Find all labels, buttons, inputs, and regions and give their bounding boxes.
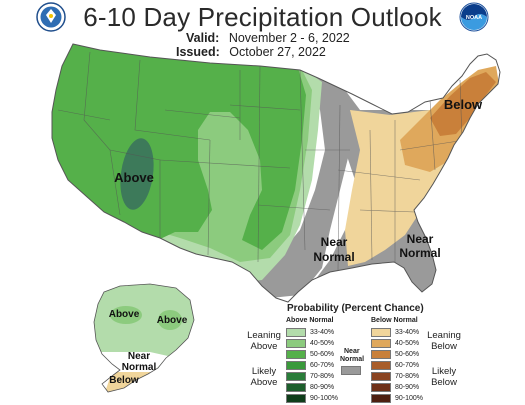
label-near-central-1: Near (321, 235, 348, 249)
issued-value: October 27, 2022 (229, 45, 326, 59)
label-near-southeast-2: Normal (399, 246, 440, 260)
label-near-southeast-1: Near (407, 232, 434, 246)
above-60-70-region (120, 138, 154, 210)
legend-swatch (371, 349, 391, 359)
noaa-logo-icon: NOAA (459, 2, 489, 32)
legend-title: Probability (Percent Chance) (287, 303, 424, 314)
legend-range-label: 90-100% (310, 394, 339, 402)
legend-row-above: 33-40% (286, 327, 334, 337)
legend-swatch (286, 360, 306, 370)
valid-line: Valid: November 2 - 6, 2022 (186, 31, 350, 45)
legend-near-header-1: Near (344, 348, 360, 355)
legend-range-label: 40-50% (310, 339, 335, 347)
legend-likely-above: Likely Above (244, 366, 284, 388)
label-alaska-near-1: Near (128, 351, 150, 362)
legend-likely-below-2: Below (431, 377, 457, 388)
legend-swatch (286, 393, 306, 403)
legend-range-label: 70-80% (395, 372, 420, 380)
legend-leaning-below-1: Leaning (427, 330, 461, 341)
below-50-60-region (430, 72, 496, 136)
legend-range-label: 90-100% (395, 394, 424, 402)
commerce-seal-icon (36, 2, 66, 32)
issued-label: Issued: (176, 45, 220, 59)
legend-range-label: 70-80% (310, 372, 335, 380)
legend-row-below: 50-60% (371, 349, 419, 359)
legend-range-label: 33-40% (395, 328, 420, 336)
legend-row-above: 90-100% (286, 393, 338, 403)
valid-value: November 2 - 6, 2022 (228, 31, 350, 45)
legend-row-above: 40-50% (286, 338, 334, 348)
label-alaska-near-2: Normal (122, 362, 157, 373)
legend-row-below: 70-80% (371, 371, 419, 381)
legend-likely-below: Likely Below (424, 366, 464, 388)
legend-row-below: 40-50% (371, 338, 419, 348)
legend-near-header-2: Normal (340, 356, 365, 363)
legend-range-label: 80-90% (310, 383, 335, 391)
legend-swatch (286, 349, 306, 359)
legend-leaning-below: Leaning Below (424, 330, 464, 352)
legend-range-label: 33-40% (310, 328, 335, 336)
label-alaska-above-east: Above (157, 315, 188, 326)
legend-range-label: 60-70% (395, 361, 420, 369)
legend-likely-above-1: Likely (251, 366, 277, 377)
legend-row-above: 60-70% (286, 360, 334, 370)
label-alaska-above-west: Above (109, 309, 140, 320)
legend-row-above: 80-90% (286, 382, 334, 392)
legend-swatch (371, 371, 391, 381)
legend-swatch (286, 371, 306, 381)
legend-swatch (286, 327, 306, 337)
legend-swatch (286, 338, 306, 348)
legend-row-below: 60-70% (371, 360, 419, 370)
legend-likely-above-2: Above (250, 377, 278, 388)
legend-row-below: 90-100% (371, 393, 423, 403)
issued-line: Issued: October 27, 2022 (176, 45, 326, 59)
legend-likely-below-1: Likely (431, 366, 457, 377)
legend-swatch (371, 382, 391, 392)
label-below-northeast: Below (444, 97, 483, 112)
near-normal-region (240, 70, 360, 300)
legend-range-label: 50-60% (310, 350, 335, 358)
legend-leaning-above: Leaning Above (244, 330, 284, 352)
legend-swatch (371, 327, 391, 337)
legend-near-swatch (341, 366, 361, 375)
alaska-region (94, 284, 194, 392)
legend-swatch (286, 382, 306, 392)
legend-leaning-below-2: Below (431, 341, 457, 352)
legend-range-label: 60-70% (310, 361, 335, 369)
legend-swatch (371, 393, 391, 403)
legend-row-below: 33-40% (371, 327, 419, 337)
label-alaska-below: Below (109, 375, 139, 386)
legend-row-above: 50-60% (286, 349, 334, 359)
legend-swatch (371, 338, 391, 348)
label-near-central-2: Normal (313, 250, 354, 264)
valid-label: Valid: (186, 31, 220, 45)
map-title: 6-10 Day Precipitation Outlook (83, 2, 442, 32)
legend-leaning-above-2: Above (250, 341, 278, 352)
legend-range-label: 40-50% (395, 339, 420, 347)
legend-leaning-above-1: Leaning (247, 330, 281, 341)
legend-above-header: Above Normal (286, 317, 334, 324)
legend-row-above: 70-80% (286, 371, 334, 381)
noaa-logo-text: NOAA (466, 15, 482, 21)
label-above-west: Above (114, 170, 154, 185)
legend-below-header: Below Normal (371, 317, 418, 324)
legend-swatch (371, 360, 391, 370)
above-50-60-region (52, 44, 306, 250)
legend-row-below: 80-90% (371, 382, 419, 392)
legend-range-label: 50-60% (395, 350, 420, 358)
legend-range-label: 80-90% (395, 383, 420, 391)
